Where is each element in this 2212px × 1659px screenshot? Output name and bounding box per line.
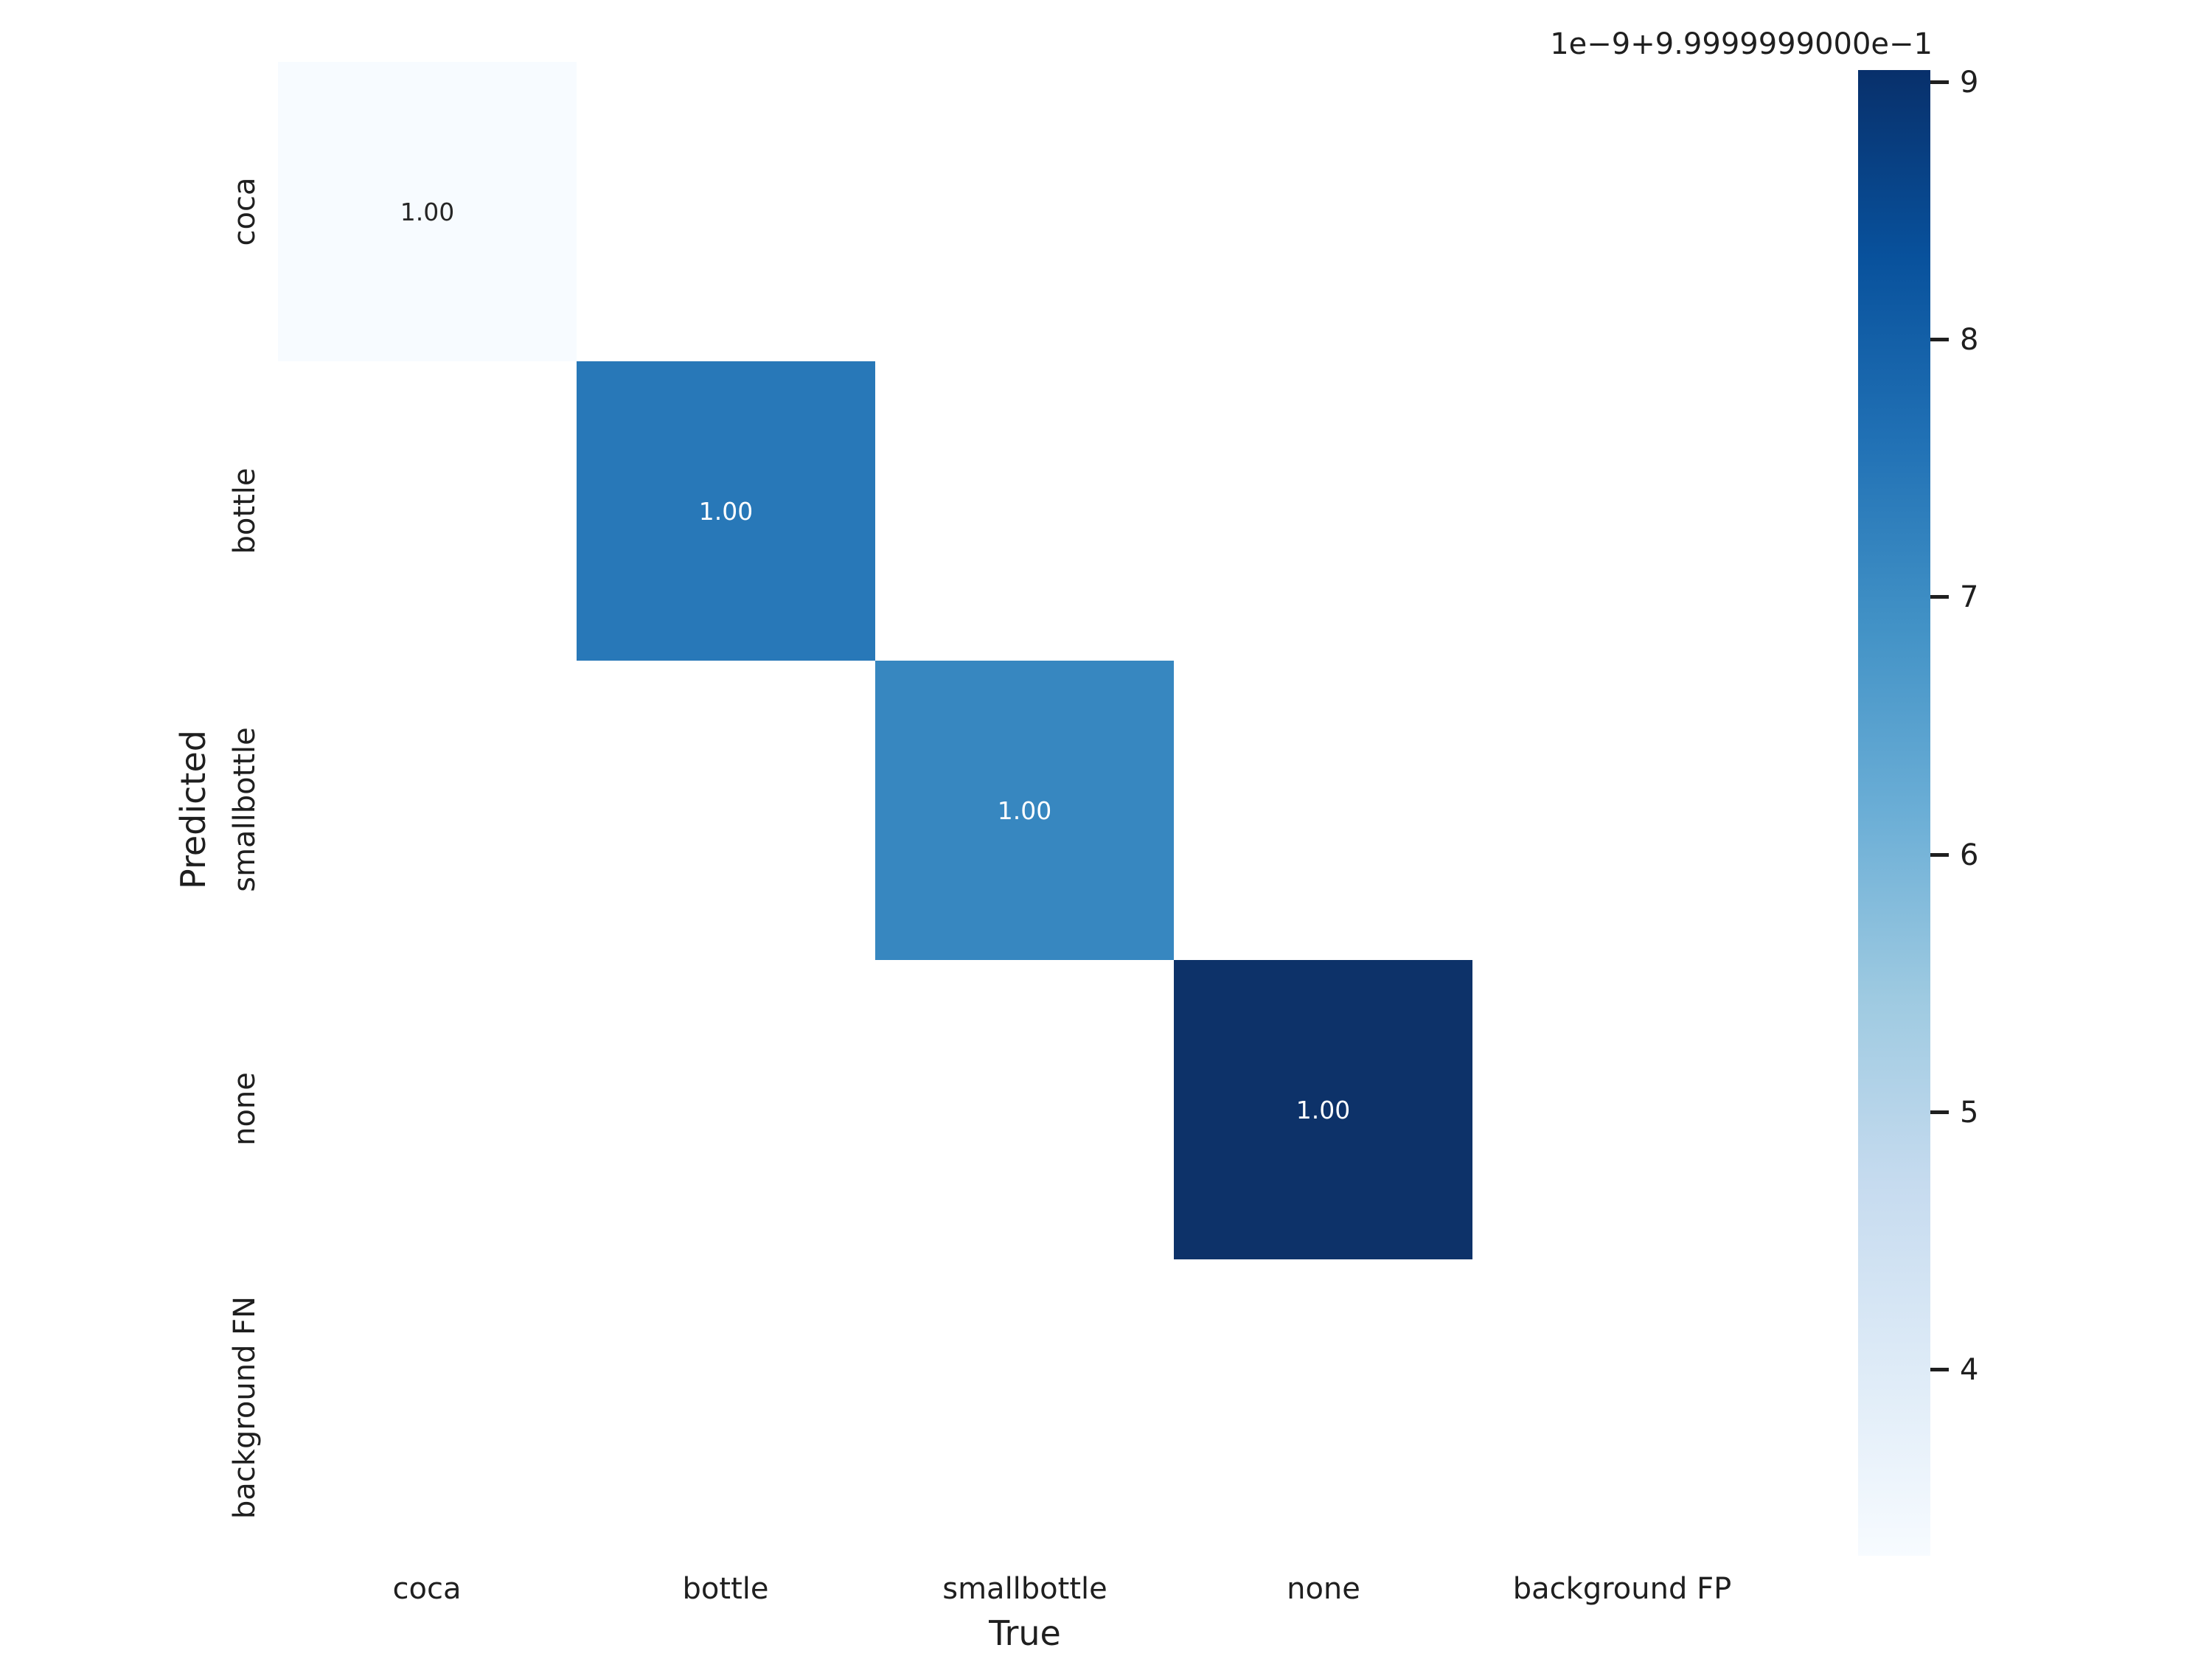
- colorbar-tick-mark: [1930, 595, 1949, 599]
- y-tick-label-smallbottle: smallbottle: [228, 727, 262, 892]
- colorbar-tick-mark: [1930, 1368, 1949, 1371]
- y-axis-label: Predicted: [173, 730, 213, 889]
- cell-annotation: 1.00: [1295, 1095, 1351, 1124]
- heatmap-cell-bottle-bottle: 1.00: [577, 361, 875, 661]
- heatmap-cell-none-none: 1.00: [1174, 960, 1472, 1259]
- colorbar-tick-label-7: 7: [1960, 580, 1979, 614]
- cell-annotation: 1.00: [400, 197, 455, 226]
- heatmap-cell-smallbottle-smallbottle: 1.00: [875, 661, 1174, 960]
- colorbar-tick-label-5: 5: [1960, 1096, 1979, 1130]
- colorbar-offset-label: 1e−9+9.9999999000e−1: [1550, 27, 1933, 61]
- colorbar-tick-label-4: 4: [1960, 1353, 1979, 1387]
- x-tick-label-smallbottle: smallbottle: [942, 1572, 1107, 1606]
- cell-annotation: 1.00: [698, 496, 754, 526]
- colorbar-gradient: [1858, 70, 1930, 1556]
- cell-annotation: 1.00: [997, 796, 1052, 825]
- colorbar-tick-label-9: 9: [1960, 66, 1979, 100]
- x-tick-label-background-fp: background FP: [1512, 1572, 1732, 1606]
- y-tick-label-bottle: bottle: [228, 467, 262, 554]
- colorbar-tick-mark: [1930, 80, 1949, 84]
- x-tick-label-none: none: [1287, 1572, 1360, 1606]
- colorbar-tick-mark: [1930, 338, 1949, 341]
- y-tick-label-none: none: [228, 1072, 262, 1146]
- heatmap-plot-area: 1.00 1.00 1.00 1.00: [278, 62, 1771, 1557]
- heatmap-cell-coca-coca: 1.00: [278, 62, 577, 361]
- colorbar-tick-label-8: 8: [1960, 323, 1979, 357]
- colorbar-tick-mark: [1930, 853, 1949, 857]
- x-tick-label-bottle: bottle: [682, 1572, 769, 1606]
- x-tick-label-coca: coca: [392, 1572, 462, 1606]
- colorbar-tick-mark: [1930, 1110, 1949, 1114]
- colorbar-tick-label-6: 6: [1960, 838, 1979, 872]
- y-tick-label-background-fn: background FN: [228, 1295, 262, 1520]
- x-axis-label: True: [989, 1613, 1061, 1653]
- y-tick-label-coca: coca: [228, 177, 262, 246]
